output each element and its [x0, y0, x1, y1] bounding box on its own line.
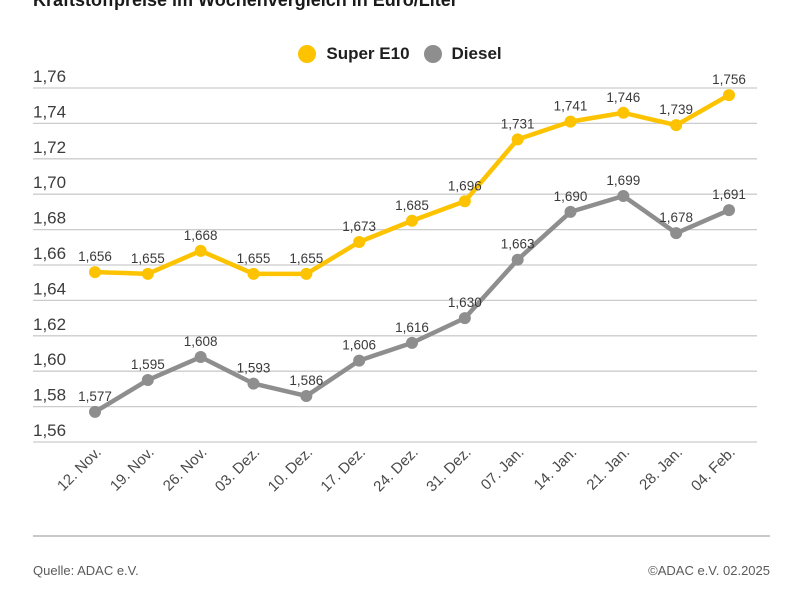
- data-label: 1,656: [78, 249, 112, 264]
- source-text: Quelle: ADAC e.V.: [33, 563, 139, 578]
- x-tick-label: 12. Nov.: [54, 444, 105, 495]
- data-label: 1,655: [237, 251, 271, 266]
- data-label: 1,691: [712, 187, 746, 202]
- data-label: 1,595: [131, 357, 165, 372]
- data-point: [458, 312, 471, 325]
- y-tick-label: 1,76: [33, 67, 66, 86]
- x-tick-label: 03. Dez.: [212, 444, 264, 496]
- data-label: 1,663: [501, 237, 535, 252]
- data-label: 1,741: [554, 99, 588, 114]
- data-point: [300, 267, 313, 280]
- x-tick-label: 31. Dez.: [423, 444, 475, 496]
- data-point: [617, 189, 630, 202]
- legend-label-super-e10: Super E10: [326, 44, 410, 63]
- diesel-dot-icon: [423, 45, 442, 63]
- data-label: 1,606: [342, 338, 376, 353]
- data-point: [511, 253, 524, 266]
- data-point: [194, 351, 207, 364]
- copyright-text: ©ADAC e.V. 02.2025: [648, 563, 770, 578]
- x-tick-label: 14. Jan.: [531, 444, 581, 494]
- data-point: [89, 266, 101, 279]
- chart-legend: Super E10 Diesel: [0, 44, 800, 64]
- footer-separator: [33, 535, 770, 537]
- data-point: [141, 267, 154, 280]
- data-point: [564, 115, 577, 128]
- y-tick-label: 1,56: [33, 421, 66, 440]
- legend-label-diesel: Diesel: [451, 44, 502, 63]
- data-point: [617, 106, 630, 119]
- data-label: 1,630: [448, 295, 482, 310]
- data-point: [564, 205, 577, 218]
- x-tick-label: 28. Jan.: [636, 444, 686, 494]
- data-point: [247, 267, 260, 280]
- data-label: 1,746: [606, 90, 640, 105]
- data-label: 1,731: [501, 116, 535, 131]
- data-point: [722, 204, 735, 217]
- y-tick-label: 1,58: [33, 386, 66, 405]
- y-tick-label: 1,60: [33, 350, 66, 369]
- data-label: 1,668: [184, 228, 218, 243]
- x-tick-label: 26. Nov.: [160, 444, 211, 495]
- data-label: 1,593: [237, 361, 271, 376]
- data-point: [405, 214, 418, 227]
- chart-title: Kraftstoffpreise im Wochenvergleich in E…: [33, 0, 458, 10]
- super-e10-dot-icon: [298, 45, 317, 63]
- data-point: [247, 377, 260, 390]
- data-point: [670, 227, 683, 240]
- data-label: 1,655: [131, 251, 165, 266]
- data-label: 1,673: [342, 219, 376, 234]
- legend-item-super-e10: Super E10: [298, 44, 410, 64]
- data-label: 1,678: [659, 210, 693, 225]
- legend-item-diesel: Diesel: [423, 44, 502, 64]
- x-tick-label: 10. Dez.: [265, 444, 317, 496]
- data-point: [670, 119, 683, 132]
- data-point: [194, 244, 207, 257]
- data-point: [458, 195, 471, 208]
- x-tick-label: 21. Jan.: [583, 444, 633, 494]
- line-chart: 1,56 1,58 1,60 1,62 1,64 1,66 1,68 1,70 1,72 1,74…: [33, 67, 757, 496]
- x-tick-label: 17. Dez.: [317, 444, 369, 496]
- y-tick-label: 1,68: [33, 209, 66, 228]
- data-label: 1,696: [448, 178, 482, 193]
- data-point: [722, 89, 735, 102]
- data-label: 1,616: [395, 320, 429, 335]
- data-point: [511, 133, 524, 146]
- data-label: 1,690: [554, 189, 588, 204]
- data-label: 1,739: [659, 102, 693, 117]
- y-tick-label: 1,62: [33, 315, 66, 334]
- y-tick-label: 1,66: [33, 244, 66, 263]
- data-point: [141, 374, 154, 387]
- x-tick-label: 07. Jan.: [478, 444, 528, 494]
- data-label: 1,655: [289, 251, 323, 266]
- x-tick-label: 19. Nov.: [107, 444, 158, 495]
- data-label: 1,756: [712, 72, 746, 87]
- x-tick-label: 04. Feb.: [688, 444, 739, 495]
- data-label: 1,608: [184, 334, 218, 349]
- y-tick-label: 1,64: [33, 279, 66, 298]
- y-tick-label: 1,74: [33, 102, 66, 121]
- data-point: [353, 354, 366, 367]
- y-tick-label: 1,72: [33, 138, 66, 157]
- data-point: [89, 405, 101, 418]
- data-label: 1,586: [289, 373, 323, 388]
- data-point: [353, 235, 366, 248]
- x-tick-label: 24. Dez.: [370, 444, 422, 496]
- data-label: 1,685: [395, 198, 429, 213]
- data-point: [300, 389, 313, 402]
- data-point: [405, 336, 418, 349]
- data-label: 1,699: [606, 173, 640, 188]
- data-label: 1,577: [78, 389, 112, 404]
- y-tick-label: 1,70: [33, 173, 66, 192]
